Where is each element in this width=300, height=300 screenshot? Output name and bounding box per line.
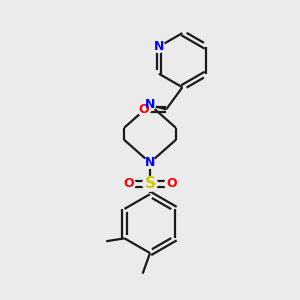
Text: N: N — [145, 156, 155, 169]
Circle shape — [138, 103, 151, 116]
Text: S: S — [145, 176, 155, 191]
Circle shape — [165, 177, 178, 190]
Circle shape — [122, 177, 135, 190]
Text: O: O — [139, 103, 149, 116]
Circle shape — [144, 157, 156, 168]
Text: O: O — [166, 177, 176, 190]
Text: N: N — [145, 98, 155, 111]
Circle shape — [153, 41, 165, 52]
Text: O: O — [124, 177, 134, 190]
Circle shape — [142, 176, 158, 191]
Circle shape — [144, 99, 156, 110]
Text: N: N — [154, 40, 164, 53]
